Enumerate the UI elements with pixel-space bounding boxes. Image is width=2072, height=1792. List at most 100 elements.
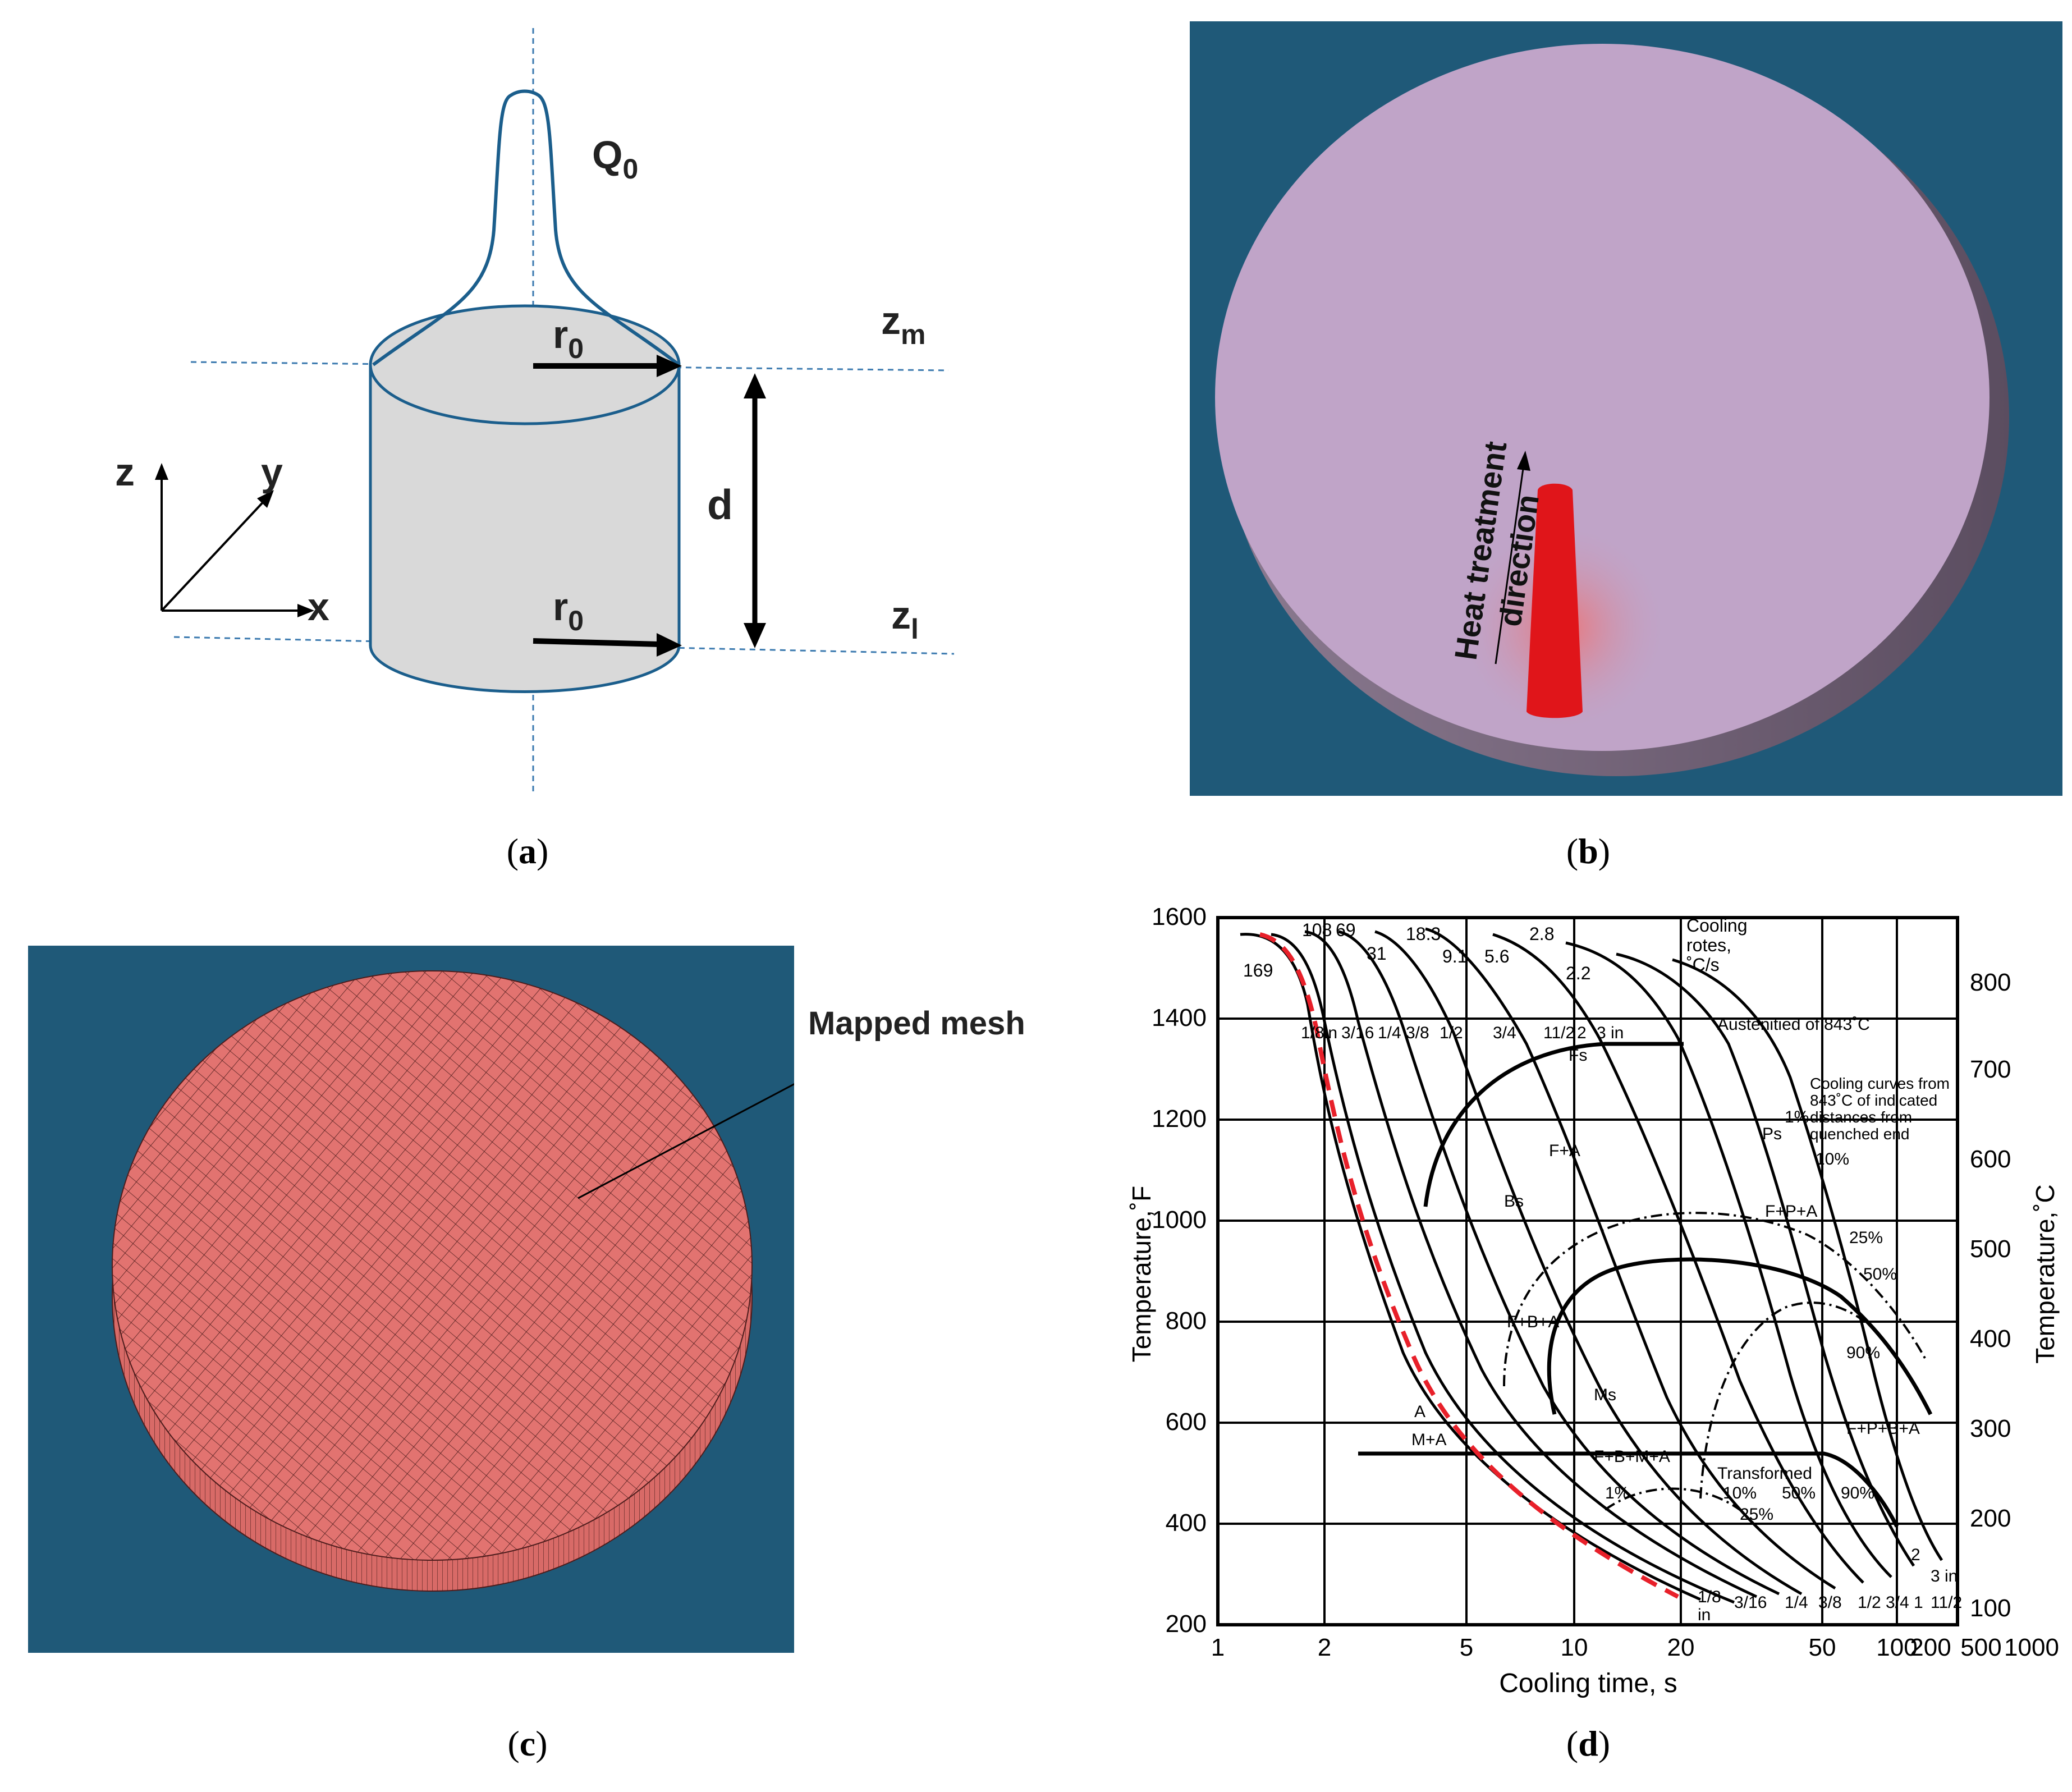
y-tick-right-600: 600 bbox=[1970, 1145, 2011, 1173]
x-axis-arrowhead bbox=[297, 604, 314, 617]
cooling-rate-2-2: 2.2 bbox=[1566, 963, 1590, 983]
x-tick-50: 50 bbox=[1809, 1634, 1836, 1661]
y-tick-right-100: 100 bbox=[1970, 1594, 2011, 1622]
distance-bottom-3-8: 3/8 bbox=[1818, 1593, 1842, 1612]
x-tick-2: 2 bbox=[1318, 1634, 1331, 1661]
phase-f-p-a: F+P+A bbox=[1765, 1202, 1817, 1221]
distance-bottom-1-8: 1/8 bbox=[1698, 1588, 1721, 1606]
cooling-rate-31: 31 bbox=[1367, 943, 1387, 964]
distance-bottom-2: 2 bbox=[1911, 1546, 1920, 1564]
phase-m-a: M+A bbox=[1411, 1431, 1447, 1449]
y-tick-right-200: 200 bbox=[1970, 1505, 2011, 1532]
panel-c-svg bbox=[28, 946, 836, 1653]
distance-top-3-4: 3/4 bbox=[1493, 1024, 1516, 1042]
percent-25-lower: 25% bbox=[1740, 1505, 1773, 1524]
x-tick-100: 100 bbox=[1876, 1634, 1917, 1661]
direction-arrowhead bbox=[1517, 451, 1530, 471]
cooling-rate-69: 69 bbox=[1336, 920, 1356, 940]
distance-bottom-3in: 3 in bbox=[1931, 1567, 1958, 1585]
panel-b-svg: Heat treatment direction bbox=[1190, 21, 2062, 796]
phase-f-p-b-a: F+P+B+A bbox=[1846, 1419, 1920, 1438]
y-axis-title-left: Temperature,˚F bbox=[1127, 1186, 1156, 1362]
cooling-rate-169: 169 bbox=[1243, 960, 1273, 980]
cooling-rate-18-3: 18.3 bbox=[1406, 924, 1441, 944]
x-tick-5: 5 bbox=[1460, 1634, 1473, 1661]
distance-bottom-1-4: 1/4 bbox=[1785, 1593, 1808, 1612]
radius-arrowhead-top bbox=[657, 355, 682, 377]
panel-a-heat-source-diagram: Q0 r0 r0 d zm zl z y x bbox=[22, 17, 977, 814]
y-tick-left-800: 800 bbox=[1166, 1307, 1207, 1335]
z-bottom-dashed-line bbox=[173, 636, 955, 655]
cylinder-body bbox=[369, 363, 681, 693]
distance-bottom-1: 1 bbox=[1914, 1593, 1923, 1612]
austenitized-note: Austenitied of 843˚C bbox=[1717, 1015, 1870, 1034]
phase-ms: Ms bbox=[1594, 1386, 1616, 1404]
distance-bottom-11-2: 11/2 bbox=[1931, 1593, 1962, 1612]
y-tick-left-1200: 1200 bbox=[1152, 1105, 1207, 1133]
percent-90-lower: 90% bbox=[1841, 1484, 1874, 1502]
mapped-mesh-label: Mapped mesh bbox=[808, 1005, 1025, 1042]
x-tick-200: 200 bbox=[1910, 1634, 1951, 1661]
cooling-rate-5-6: 5.6 bbox=[1484, 946, 1509, 966]
gaussian-heat-source-curve bbox=[372, 89, 680, 366]
distance-bottom-3-16: 3/16 bbox=[1734, 1593, 1767, 1612]
percent-50-lower: 50% bbox=[1782, 1484, 1816, 1502]
axis-x-label: x bbox=[308, 585, 329, 629]
depth-arrowhead-bottom bbox=[744, 623, 766, 648]
panel-d-svg: 1600 1400 1200 1000 800 600 400 200 800 … bbox=[1127, 903, 2060, 1698]
y-tick-left-200: 200 bbox=[1166, 1610, 1207, 1638]
phase-a: A bbox=[1414, 1403, 1425, 1421]
phase-f-b-a: F+B+A bbox=[1507, 1313, 1559, 1331]
radius-arrow-bottom bbox=[533, 638, 660, 647]
cct-highlighted-curve bbox=[1259, 932, 1679, 1599]
curves-note-line3: distances from bbox=[1810, 1108, 1912, 1126]
zl-label: zl bbox=[891, 593, 919, 645]
distance-bottom-1-2: 1/2 bbox=[1858, 1593, 1881, 1612]
y-tick-right-500: 500 bbox=[1970, 1235, 2011, 1263]
r0-bottom-label: r0 bbox=[553, 585, 584, 636]
y-axis-arrowhead bbox=[257, 490, 274, 508]
curves-note-line2: 843˚C of indicated bbox=[1810, 1092, 1937, 1109]
phase-f-a: F+A bbox=[1549, 1142, 1580, 1160]
distance-top-3-16: 3/16 bbox=[1341, 1024, 1374, 1042]
curves-note-line4: quenched end bbox=[1810, 1125, 1910, 1143]
y-axis-title-right: Temperature,˚C bbox=[2030, 1184, 2060, 1364]
percent-10-lower: 10% bbox=[1723, 1484, 1757, 1502]
y-tick-right-300: 300 bbox=[1970, 1415, 2011, 1442]
phase-fs: Fs bbox=[1569, 1046, 1587, 1065]
heated-track bbox=[1527, 483, 1583, 718]
y-tick-right-800: 800 bbox=[1970, 969, 2011, 996]
curves-note-line1: Cooling curves from bbox=[1810, 1075, 1950, 1092]
mesh-disk-top bbox=[112, 970, 753, 1561]
panel-a-svg: Q0 r0 r0 d zm zl z y x bbox=[115, 28, 955, 791]
y-tick-right-400: 400 bbox=[1970, 1325, 2011, 1353]
phase-bs: Bs bbox=[1504, 1192, 1524, 1211]
cooling-rate-108: 108 bbox=[1302, 920, 1332, 940]
y-tick-left-1600: 1600 bbox=[1152, 903, 1207, 931]
distance-top-11-2: 11/2 bbox=[1543, 1024, 1575, 1042]
distance-top-1-4: 1/4 bbox=[1378, 1024, 1401, 1042]
percent-25-upper: 25% bbox=[1849, 1229, 1883, 1247]
x-axis-title: Cooling time, s bbox=[1499, 1669, 1677, 1698]
cct-transformation-curves bbox=[1358, 1042, 1933, 1528]
r0-top-label: r0 bbox=[553, 313, 584, 364]
y-tick-left-400: 400 bbox=[1166, 1509, 1207, 1537]
phase-f-b-m-a: F+B+M+A bbox=[1594, 1447, 1670, 1466]
y-tick-left-1000: 1000 bbox=[1152, 1206, 1207, 1234]
percent-90-upper: 90% bbox=[1846, 1344, 1880, 1362]
depth-arrowhead-top bbox=[744, 373, 766, 398]
x-tick-10: 10 bbox=[1561, 1634, 1588, 1661]
depth-label: d bbox=[707, 481, 733, 528]
y-tick-left-1400: 1400 bbox=[1152, 1004, 1207, 1032]
cooling-rate-9-1: 9.1 bbox=[1442, 946, 1467, 966]
y-axis-line bbox=[161, 497, 268, 612]
caption-b: (b) bbox=[1566, 831, 1611, 871]
radius-arrowhead-bottom bbox=[657, 633, 682, 657]
panel-c-mapped-mesh bbox=[28, 946, 836, 1653]
cct-dash-dot-curves bbox=[1503, 1212, 1926, 1511]
distance-top-3-8: 3/8 bbox=[1406, 1024, 1429, 1042]
percent-50-upper: 50% bbox=[1863, 1265, 1897, 1284]
percent-1-upper: 1% bbox=[1785, 1108, 1809, 1126]
cct-plot-frame bbox=[1216, 916, 1959, 1626]
distance-top-1-2: 1/2 bbox=[1440, 1024, 1463, 1042]
